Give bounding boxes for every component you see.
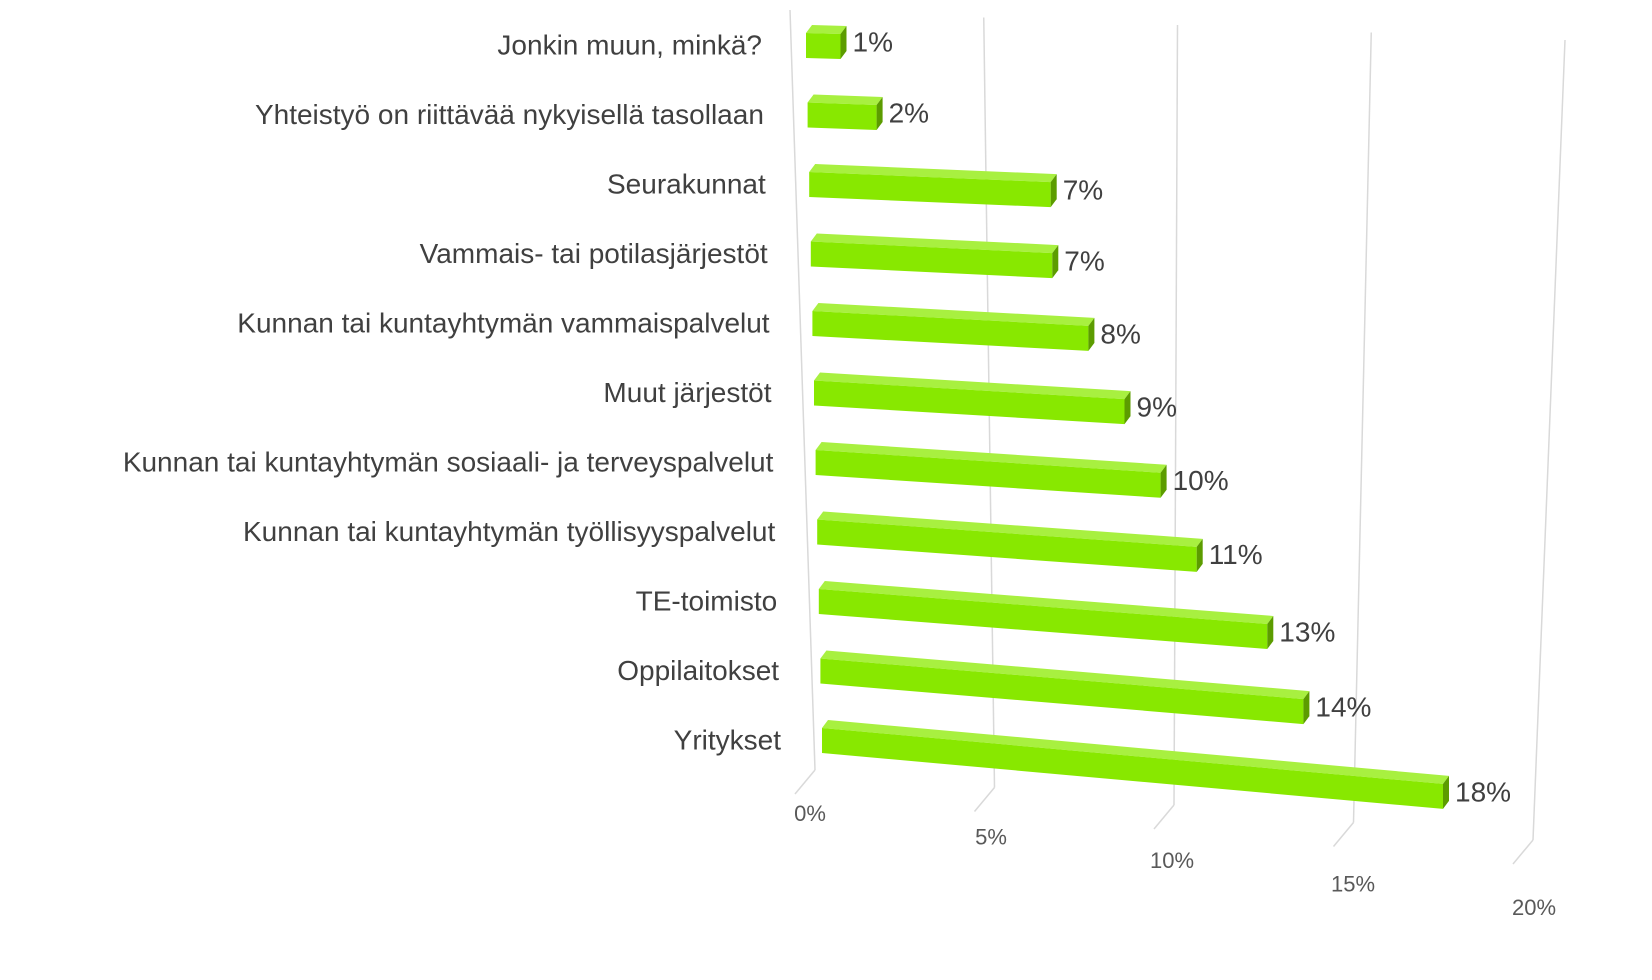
- bar-front: [814, 380, 1125, 425]
- bar-top: [807, 94, 883, 105]
- bar-side: [1303, 691, 1310, 725]
- bar-side: [1124, 391, 1131, 425]
- bar-top: [822, 720, 1449, 784]
- bar-side: [1443, 775, 1449, 809]
- data-label: 7%: [1063, 175, 1103, 206]
- category-label: Oppilaitokset: [617, 655, 779, 686]
- grid-line: [1532, 39, 1566, 841]
- category-label: Kunnan tai kuntayhtymän sosiaali- ja ter…: [123, 446, 774, 477]
- bar: [814, 372, 1131, 425]
- bar: [810, 233, 1059, 279]
- data-label: 1%: [853, 26, 893, 57]
- x-tick-label: 0%: [794, 801, 826, 826]
- bar: [812, 303, 1095, 351]
- bar: [822, 720, 1449, 809]
- bar-top: [814, 372, 1131, 400]
- bar-front: [809, 172, 1051, 208]
- bar-side: [1050, 174, 1057, 208]
- bar-top: [815, 442, 1167, 473]
- tick-mark: [1153, 804, 1175, 830]
- data-label: 18%: [1455, 776, 1511, 807]
- bar-side: [876, 96, 883, 130]
- category-label: Jonkin muun, minkä?: [497, 29, 762, 60]
- data-label: 7%: [1064, 245, 1104, 276]
- data-label: 14%: [1315, 691, 1371, 722]
- bar: [818, 581, 1274, 649]
- data-label: 9%: [1137, 392, 1177, 423]
- category-label: TE-toimisto: [636, 585, 778, 616]
- x-tick-label: 20%: [1512, 895, 1556, 920]
- bar-side: [1267, 615, 1274, 649]
- data-label: 11%: [1209, 539, 1263, 570]
- bar-front: [812, 311, 1089, 351]
- bar-front: [806, 33, 841, 60]
- category-label: Yhteistyö on riittävää nykyisellä tasoll…: [255, 99, 764, 130]
- category-label: Seurakunnat: [607, 168, 766, 199]
- grid-line: [789, 9, 816, 771]
- bar-front: [815, 450, 1161, 498]
- category-label: Yritykset: [674, 724, 782, 755]
- category-label: Vammais- tai potilasjärjestöt: [420, 238, 768, 269]
- x-tick-label: 10%: [1150, 848, 1194, 873]
- tick-mark: [973, 787, 996, 812]
- bar-side: [1196, 538, 1203, 572]
- category-label: Muut järjestöt: [603, 377, 771, 408]
- bar-top: [809, 164, 1057, 183]
- bar-top: [806, 25, 847, 35]
- bar-top: [810, 233, 1059, 254]
- category-label: Kunnan tai kuntayhtymän työllisyyspalvel…: [243, 516, 776, 547]
- bar-front: [810, 241, 1053, 279]
- bar-side: [840, 26, 847, 60]
- bar-top: [820, 650, 1310, 700]
- data-label: 10%: [1173, 465, 1229, 496]
- bar-front: [820, 658, 1304, 725]
- grid-line: [1352, 32, 1372, 823]
- bar: [815, 442, 1167, 498]
- bar: [817, 511, 1203, 572]
- bar-front: [822, 728, 1443, 809]
- x-tick-label: 15%: [1331, 871, 1375, 896]
- bar: [807, 94, 883, 130]
- bar-top: [818, 581, 1274, 624]
- bar-top: [812, 303, 1095, 326]
- bar: [820, 650, 1310, 725]
- category-label: Kunnan tai kuntayhtymän vammaispalvelut: [237, 307, 770, 338]
- bar-front: [818, 589, 1268, 649]
- bar-side: [1052, 245, 1059, 279]
- tick-mark: [1332, 822, 1355, 847]
- data-label: 8%: [1100, 318, 1140, 349]
- tick-mark: [794, 769, 816, 795]
- bar-front: [817, 519, 1197, 572]
- x-tick-label: 5%: [975, 824, 1007, 849]
- data-label: 2%: [889, 97, 929, 128]
- bar-front: [807, 102, 877, 130]
- bar: [809, 164, 1057, 208]
- tick-mark: [1512, 839, 1534, 865]
- data-label: 13%: [1279, 616, 1335, 647]
- bar-top: [817, 511, 1203, 547]
- bar: [806, 25, 847, 60]
- bar-side: [1160, 464, 1167, 498]
- grid-line: [1173, 24, 1179, 806]
- bar-side: [1088, 317, 1095, 351]
